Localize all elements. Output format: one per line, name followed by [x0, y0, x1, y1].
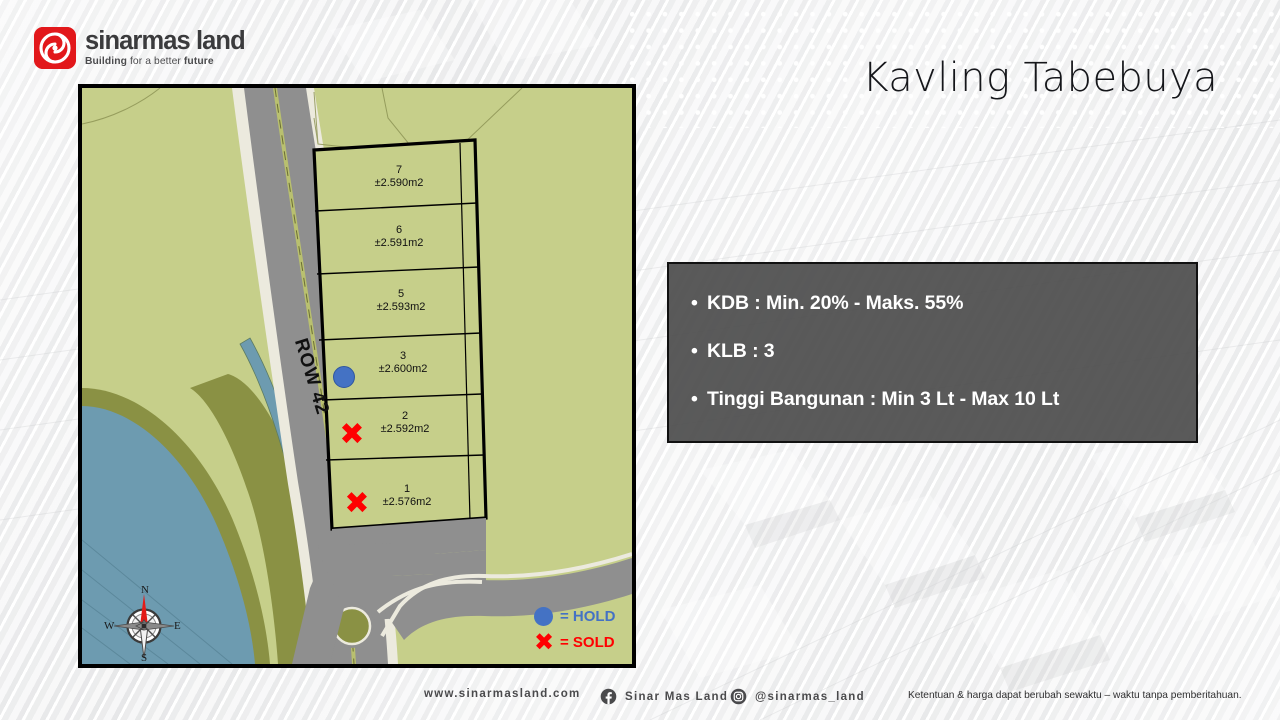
map-canvas: [82, 88, 632, 664]
sold-cross-icon-plot-1: ✖: [344, 486, 370, 521]
tagline-bold-2: future: [183, 56, 214, 67]
brand-name: sinarmas land: [85, 27, 246, 55]
footer-facebook[interactable]: Sinar Mas Land: [600, 688, 728, 705]
footer-website[interactable]: www.sinarmasland.com: [424, 688, 581, 700]
spec-text: KLB : 3: [707, 340, 775, 362]
compass-west-label: W: [104, 620, 115, 632]
site-plan-map[interactable]: ROW 42 7 ±2.590m2 6 ±2.591m2 5 ±2.593m2 …: [78, 84, 636, 668]
footer: www.sinarmasland.com Sinar Mas Land @sin…: [0, 680, 1280, 720]
footer-instagram-label: @sinarmas_land: [755, 690, 865, 703]
bullet-icon: •: [691, 292, 698, 314]
hold-dot-icon: [534, 606, 553, 626]
footer-disclaimer: Ketentuan & harga dapat berubah sewaktu …: [908, 690, 1242, 701]
spec-item-klb: • KLB : 3: [691, 338, 1196, 364]
specs-info-box: • KDB : Min. 20% - Maks. 55% • KLB : 3 •…: [667, 262, 1198, 443]
page-title: Kavling Tabebuya: [862, 55, 1218, 101]
dot-pattern-overlay: [620, 0, 1280, 128]
sold-cross-icon: ✖: [534, 627, 555, 656]
map-legend: = HOLD ✖ = SOLD: [534, 603, 615, 655]
compass-north-label: N: [141, 584, 149, 596]
footer-facebook-label: Sinar Mas Land: [625, 690, 729, 703]
spec-item-tinggi-bangunan: • Tinggi Bangunan : Min 3 Lt - Max 10 Lt: [691, 386, 1196, 412]
compass-east-label: E: [174, 620, 181, 632]
bullet-icon: •: [691, 340, 698, 362]
legend-label-hold: = HOLD: [560, 607, 616, 625]
legend-row-hold: = HOLD: [534, 603, 615, 629]
tagline-mid: for a better: [126, 56, 184, 67]
bullet-icon: •: [691, 388, 698, 410]
sold-cross-icon-plot-2: ✖: [339, 417, 365, 452]
footer-website-label: www.sinarmasland.com: [424, 688, 581, 700]
sinarmas-swirl-logo-icon: [34, 27, 76, 69]
hold-dot-icon-plot-3: [333, 366, 355, 388]
compass-rose-icon: N E S W: [104, 584, 184, 664]
brand-tagline: Building for a better future: [85, 55, 245, 68]
facebook-icon: [600, 688, 617, 705]
instagram-icon: [730, 688, 747, 705]
spec-text: Tinggi Bangunan : Min 3 Lt - Max 10 Lt: [707, 388, 1060, 410]
spec-text: KDB : Min. 20% - Maks. 55%: [707, 292, 964, 314]
legend-row-sold: ✖ = SOLD: [534, 629, 615, 655]
tagline-bold-1: Building: [85, 56, 127, 67]
compass-south-label: S: [141, 652, 148, 664]
spec-item-kdb: • KDB : Min. 20% - Maks. 55%: [691, 290, 1196, 316]
brand-logo: sinarmas land Building for a better futu…: [34, 27, 246, 69]
footer-instagram[interactable]: @sinarmas_land: [730, 688, 865, 705]
legend-label-sold: = SOLD: [560, 633, 615, 651]
